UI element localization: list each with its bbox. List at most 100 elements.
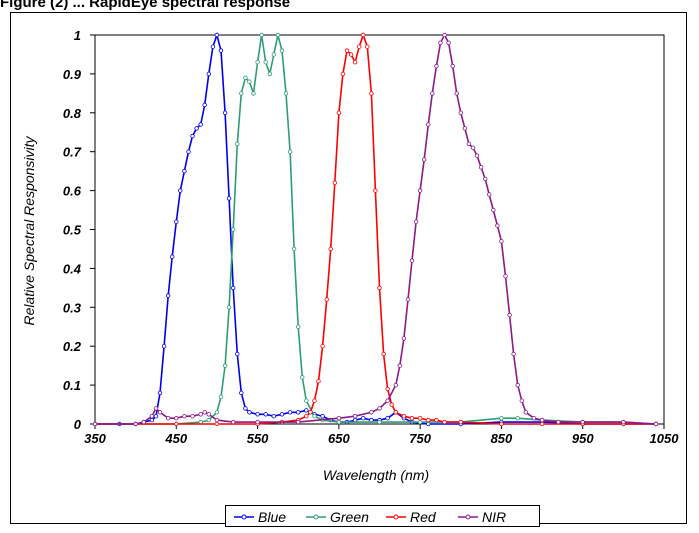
data-point [202,102,207,108]
data-point [344,48,350,53]
y-tick-label: 0.8 [63,106,82,121]
data-point [352,60,358,65]
y-tick-label: 1 [74,28,81,43]
data-point [230,285,236,291]
data-point [255,419,260,425]
data-point [161,344,167,349]
data-point [377,406,382,411]
data-point [365,44,370,49]
data-point [653,421,659,427]
data-point [206,71,211,77]
data-point [174,421,179,427]
data-point [531,416,537,421]
data-point [495,223,500,228]
series-green [92,32,659,427]
data-point [401,414,407,419]
data-point [218,394,224,399]
y-tick-label: 0.2 [63,339,82,354]
data-point [133,421,138,427]
data-point [397,363,402,368]
data-point [438,40,443,45]
data-point [458,110,463,115]
data-point [271,52,276,57]
x-tick-label: 750 [409,431,431,446]
data-point [153,414,159,419]
series-blue [92,32,659,427]
data-point [519,398,524,403]
x-tick-label: 350 [84,431,106,446]
data-point [336,416,342,421]
x-tick-label: 850 [491,431,513,446]
data-point [263,412,268,417]
series-line-blue [95,32,656,425]
data-point [503,274,508,279]
data-point [405,297,411,302]
data-point [483,176,488,182]
legend-item-blue: Blue [234,509,286,525]
data-point [296,419,301,425]
legend-item-nir: NIR [458,509,506,525]
series-line-nir [95,33,656,425]
data-point [279,412,285,417]
data-point [235,351,240,357]
data-point [235,141,240,147]
data-point [190,414,195,419]
data-point [153,406,159,411]
data-point [296,324,301,329]
data-point [92,421,98,427]
data-point [470,145,476,150]
data-point [328,246,333,252]
data-point [206,412,211,417]
data-point [491,207,496,213]
data-point [324,297,329,302]
x-tick-label: 650 [328,431,350,446]
data-point [194,126,199,131]
plot-area [94,34,665,425]
data-point [434,417,439,423]
data-point [226,305,232,310]
data-point [377,419,382,425]
data-point [169,254,175,259]
series-red [92,32,659,427]
data-point [373,188,378,193]
legend-item-red: Red [386,509,437,525]
data-point [243,75,248,80]
x-tick-label: 950 [572,431,594,446]
data-point [198,122,203,127]
data-point [178,188,183,193]
data-point [621,419,626,425]
data-point [361,416,366,421]
data-point [507,312,512,318]
data-point [417,419,423,425]
data-point [186,149,191,154]
data-point [279,48,285,53]
data-point [149,414,155,419]
data-point [454,91,459,96]
data-point [312,398,317,403]
x-tick-label: 1050 [650,431,680,446]
data-point [210,44,216,49]
data-point [361,32,366,38]
y-tick-label: 0 [74,417,82,432]
data-point [434,63,439,69]
data-point [214,32,220,38]
y-tick-label: 0.6 [63,184,82,199]
data-point [174,219,179,224]
data-point [267,71,272,77]
data-point [332,180,337,185]
data-point [348,52,354,57]
data-point [296,410,301,415]
data-point [226,196,232,201]
data-point [198,412,203,417]
data-point [515,382,520,388]
data-point [157,410,163,415]
data-point [247,79,252,84]
data-point [304,398,309,403]
figure-caption: Figure (2) ... RapidEye spectral respons… [0,0,291,11]
data-point [487,192,492,197]
legend-marker [465,514,471,520]
data-point [141,419,146,425]
data-point [214,417,220,423]
data-point [426,417,431,423]
data-point [304,414,309,419]
